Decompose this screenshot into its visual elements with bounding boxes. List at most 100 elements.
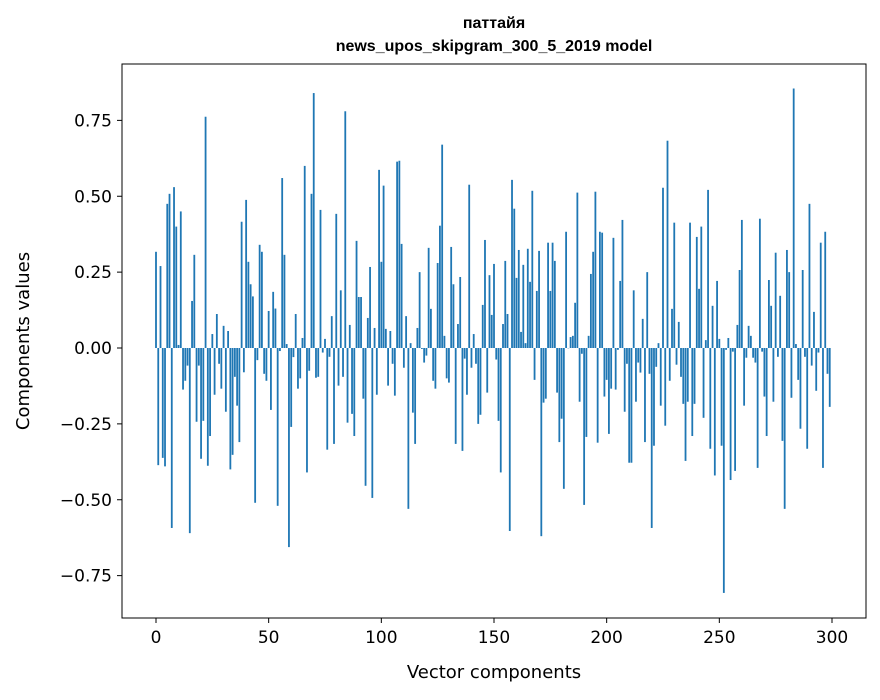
bar (155, 252, 157, 348)
bar (403, 348, 405, 368)
x-tick-label: 200 (590, 628, 622, 648)
bar (800, 348, 802, 429)
bar (236, 348, 238, 406)
bar (802, 270, 804, 348)
bar (732, 348, 734, 352)
bar (613, 238, 615, 348)
x-tick-label: 100 (365, 628, 397, 648)
bar (277, 348, 279, 506)
bar (761, 348, 763, 352)
bar (547, 243, 549, 348)
bar (175, 227, 177, 348)
bar (813, 312, 815, 348)
bar (757, 348, 759, 468)
bar (376, 348, 378, 395)
bar (414, 348, 416, 444)
bar (187, 348, 189, 366)
bar (554, 261, 556, 348)
bar (536, 291, 538, 348)
bar (624, 348, 626, 412)
bar (754, 348, 756, 363)
x-tick-label: 50 (258, 628, 280, 648)
bar (579, 348, 581, 402)
bar (313, 93, 315, 348)
bar (295, 314, 297, 348)
bar (745, 348, 747, 358)
y-axis-label: Components values (13, 252, 34, 430)
bar (723, 348, 725, 593)
bar (211, 334, 213, 348)
bar (169, 194, 171, 348)
bar (317, 348, 319, 377)
bar (180, 211, 182, 348)
bar (270, 348, 272, 410)
bar (495, 348, 497, 360)
bar (811, 348, 813, 366)
bar (392, 348, 394, 364)
bar (331, 316, 333, 348)
bar (646, 272, 648, 348)
bar (268, 311, 270, 348)
bar (333, 348, 335, 444)
bar (824, 232, 826, 348)
bar (655, 348, 657, 367)
bar (581, 348, 583, 354)
bar (576, 193, 578, 348)
bar (664, 348, 666, 426)
bar (604, 348, 606, 397)
bar (622, 220, 624, 348)
bar (730, 348, 732, 480)
bar (500, 348, 502, 472)
bar (160, 266, 162, 348)
bar (507, 314, 509, 348)
bar (410, 343, 412, 348)
bar (640, 348, 642, 373)
x-axis-label: Vector components (407, 662, 581, 683)
bar (380, 262, 382, 348)
bar (297, 348, 299, 389)
bar (820, 243, 822, 348)
bar (671, 309, 673, 348)
bar (585, 348, 587, 437)
bar (700, 227, 702, 348)
bar (561, 348, 563, 419)
bar (662, 188, 664, 348)
bar (791, 348, 793, 398)
bar (326, 348, 328, 450)
bar (696, 237, 698, 348)
bar (416, 328, 418, 348)
bar (430, 309, 432, 348)
bar (241, 222, 243, 348)
bar (594, 192, 596, 348)
bar (522, 265, 524, 348)
chart-subtitle: news_upos_skipgram_300_5_2019 model (336, 38, 653, 55)
bar (299, 348, 301, 378)
bar (689, 223, 691, 348)
bar (705, 340, 707, 348)
y-axis: 0.750.500.250.00−0.25−0.50−0.75 (60, 111, 122, 586)
bar (793, 89, 795, 348)
bar (254, 348, 256, 503)
bar (601, 233, 603, 348)
bar (347, 348, 349, 423)
bar (516, 278, 518, 348)
y-tick-label: −0.50 (60, 491, 112, 511)
bar (734, 348, 736, 471)
bar (513, 209, 515, 348)
bar (405, 316, 407, 348)
bar (806, 348, 808, 449)
bar (457, 324, 459, 348)
bar (588, 336, 590, 348)
bar (349, 325, 351, 348)
bar (205, 117, 207, 348)
x-tick-label: 250 (703, 628, 735, 648)
bar (371, 348, 373, 498)
bar (608, 348, 610, 434)
bar (157, 348, 159, 465)
bar (358, 297, 360, 348)
bar (286, 344, 288, 348)
bar (804, 348, 806, 357)
bar (374, 328, 376, 348)
bar (218, 348, 220, 364)
bar (739, 270, 741, 348)
